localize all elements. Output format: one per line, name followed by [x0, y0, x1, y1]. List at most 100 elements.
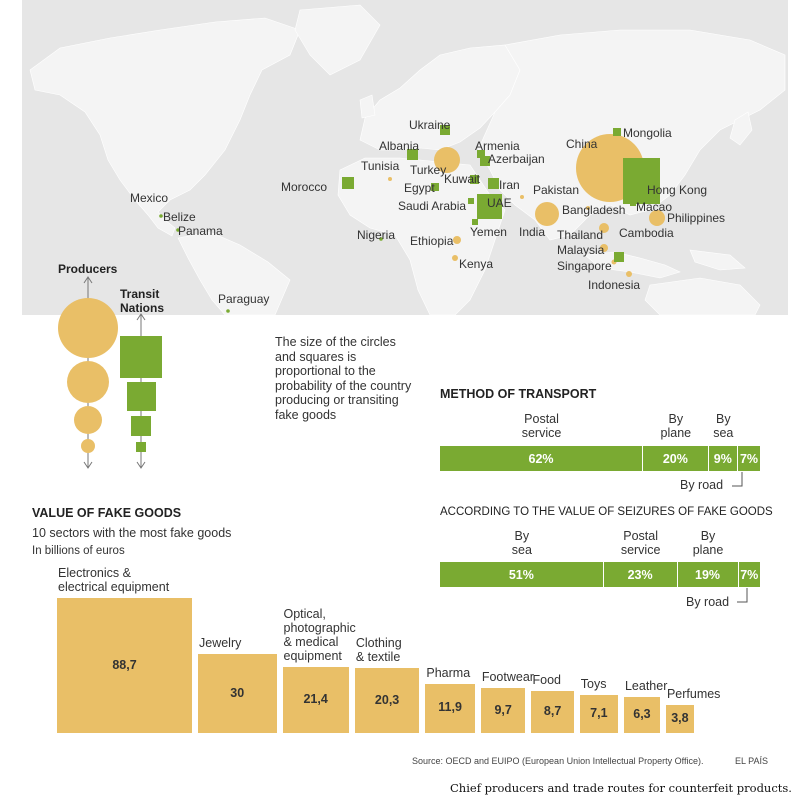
legend-transit-title-line1: Transit	[120, 287, 160, 301]
map-label-morocco: Morocco	[281, 180, 328, 194]
value-label-pharma: 11,9	[438, 700, 462, 715]
bar-jewelry	[198, 654, 277, 733]
marker-kenya	[452, 255, 458, 261]
map-label-ukraine: Ukraine	[409, 118, 451, 132]
map-label-kenya: Kenya	[459, 257, 494, 271]
value-label-clothing-textile: 20,3	[374, 692, 400, 707]
value-label-leather: 6,3	[633, 707, 651, 721]
marker-uae	[477, 194, 502, 219]
source-text: Source: OECD and EUIPO (European Union I…	[412, 756, 704, 766]
bar1-label-postal-service: Postal service	[521, 412, 562, 440]
goods-unit: In billions of euros	[32, 545, 125, 557]
map-label-ethiopia: Ethiopia	[410, 234, 454, 248]
map-label-tunisia: Tunisia	[361, 159, 400, 173]
bar1-segment-4: 7%	[738, 446, 761, 471]
size-note: The size of the circles and squares is p…	[275, 335, 412, 422]
marker-morocco	[342, 177, 354, 189]
map-label-belize: Belize	[163, 210, 196, 224]
bar2-label-by-sea: By sea	[511, 529, 532, 557]
marker-mongolia	[613, 128, 621, 136]
uk	[359, 94, 376, 119]
map-label-azerbaijan: Azerbaijan	[488, 152, 545, 166]
bar-toys	[579, 694, 618, 733]
legend-square-xl	[120, 336, 162, 378]
legend-circle-m	[74, 406, 102, 434]
marker-thailand	[599, 223, 609, 233]
map-label-iran: Iran	[499, 178, 520, 192]
bar1-label-by-plane: By plane	[660, 412, 692, 440]
south-america	[177, 231, 291, 316]
north-america	[29, 17, 301, 237]
bar-electronics-electrical-equipment	[57, 598, 192, 733]
map-label-panama: Panama	[178, 224, 223, 238]
marker-malaysia-transit	[614, 252, 624, 262]
legend-circle-xl	[58, 298, 118, 358]
map-label-yemen: Yemen	[470, 225, 507, 239]
map-label-cambodia: Cambodia	[619, 226, 674, 240]
bar-footwear	[480, 688, 526, 733]
bar1-road-connector	[732, 472, 743, 487]
marker-hong-kong	[623, 158, 660, 204]
marker-saudi-arabia	[468, 198, 474, 204]
marker-india	[535, 202, 559, 226]
land-masses	[29, 4, 786, 316]
marker-albania	[407, 149, 418, 160]
map-label-india: India	[519, 225, 546, 239]
bar-pharma	[425, 683, 475, 733]
value-label-food: 8,7	[543, 703, 562, 718]
brand-text: EL PAÍS	[735, 756, 769, 766]
bar1-segment-1: 62%	[440, 446, 644, 471]
transport-title: METHOD OF TRANSPORT	[440, 387, 597, 401]
map-label-malaysia: Malaysia	[557, 243, 605, 257]
category-label-optical-photographic-medical-equipment: Optical, photographic & medical equipment	[283, 606, 356, 663]
bar2-label-by-plane: By plane	[692, 529, 724, 557]
map-label-mexico: Mexico	[130, 191, 169, 205]
world-map	[22, 0, 788, 316]
legend-square-l	[127, 382, 156, 411]
marker-kuwait	[470, 175, 479, 184]
legend-square-s	[136, 442, 146, 452]
japan	[729, 111, 753, 146]
marker-azerbaijan	[480, 156, 490, 166]
bar2-road-connector	[737, 588, 748, 603]
map-label-singapore: Singapore	[557, 259, 612, 273]
value-label-optical-photographic-medical-equipment: 21,4	[303, 691, 328, 706]
legend-circle-s	[81, 439, 95, 453]
category-label-electronics-electrical-equipment: Electronics & electrical equipment	[58, 566, 170, 594]
marker-armenia	[477, 150, 485, 158]
map-label-turkey: Turkey	[410, 163, 447, 177]
map-label-china: China	[566, 137, 598, 151]
bar2-segment-4: 7%	[739, 562, 761, 587]
goods-subtitle: 10 sectors with the most fake goods	[32, 526, 232, 540]
marker-malaysia	[600, 244, 608, 252]
new-guinea	[689, 249, 746, 271]
marker-turkey	[434, 147, 460, 173]
category-label-clothing-textile: Clothing & textile	[355, 636, 402, 665]
transport-bar1: 62% 20% 9% 7%	[440, 446, 761, 471]
value-label-toys: 7,1	[590, 705, 608, 720]
category-label-food: Food	[532, 672, 561, 687]
bar2-road-label: By road	[686, 595, 730, 609]
minor-markers	[159, 214, 383, 313]
bar-leather	[623, 697, 660, 733]
map-label-indonesia: Indonesia	[588, 278, 641, 292]
category-label-leather: Leather	[624, 679, 668, 694]
bar2-segment-3: 19%	[678, 562, 739, 587]
legend-producers-title: Producers	[58, 262, 118, 276]
map-label-pakistan: Pakistan	[533, 183, 580, 197]
category-label-pharma: Pharma	[426, 665, 471, 680]
bar2-segment-1: 51%	[440, 562, 604, 587]
bar1-segment-3: 9%	[709, 446, 739, 471]
producers-arrow-down	[83, 461, 93, 469]
legend-transit-title-line2: Nations	[120, 301, 165, 315]
marker-macao	[630, 200, 636, 206]
producers-arrow-up	[83, 276, 93, 284]
legend-square-m	[131, 416, 151, 436]
value-label-electronics-electrical-equipment: 88,7	[112, 657, 137, 672]
bar-perfumes	[665, 705, 694, 733]
category-label-toys: Toys	[580, 676, 607, 691]
marker-tunisia	[388, 177, 392, 181]
value-label-footwear: 9,7	[494, 702, 512, 717]
marker-bangladesh	[586, 206, 590, 210]
marker-iran	[488, 178, 499, 189]
